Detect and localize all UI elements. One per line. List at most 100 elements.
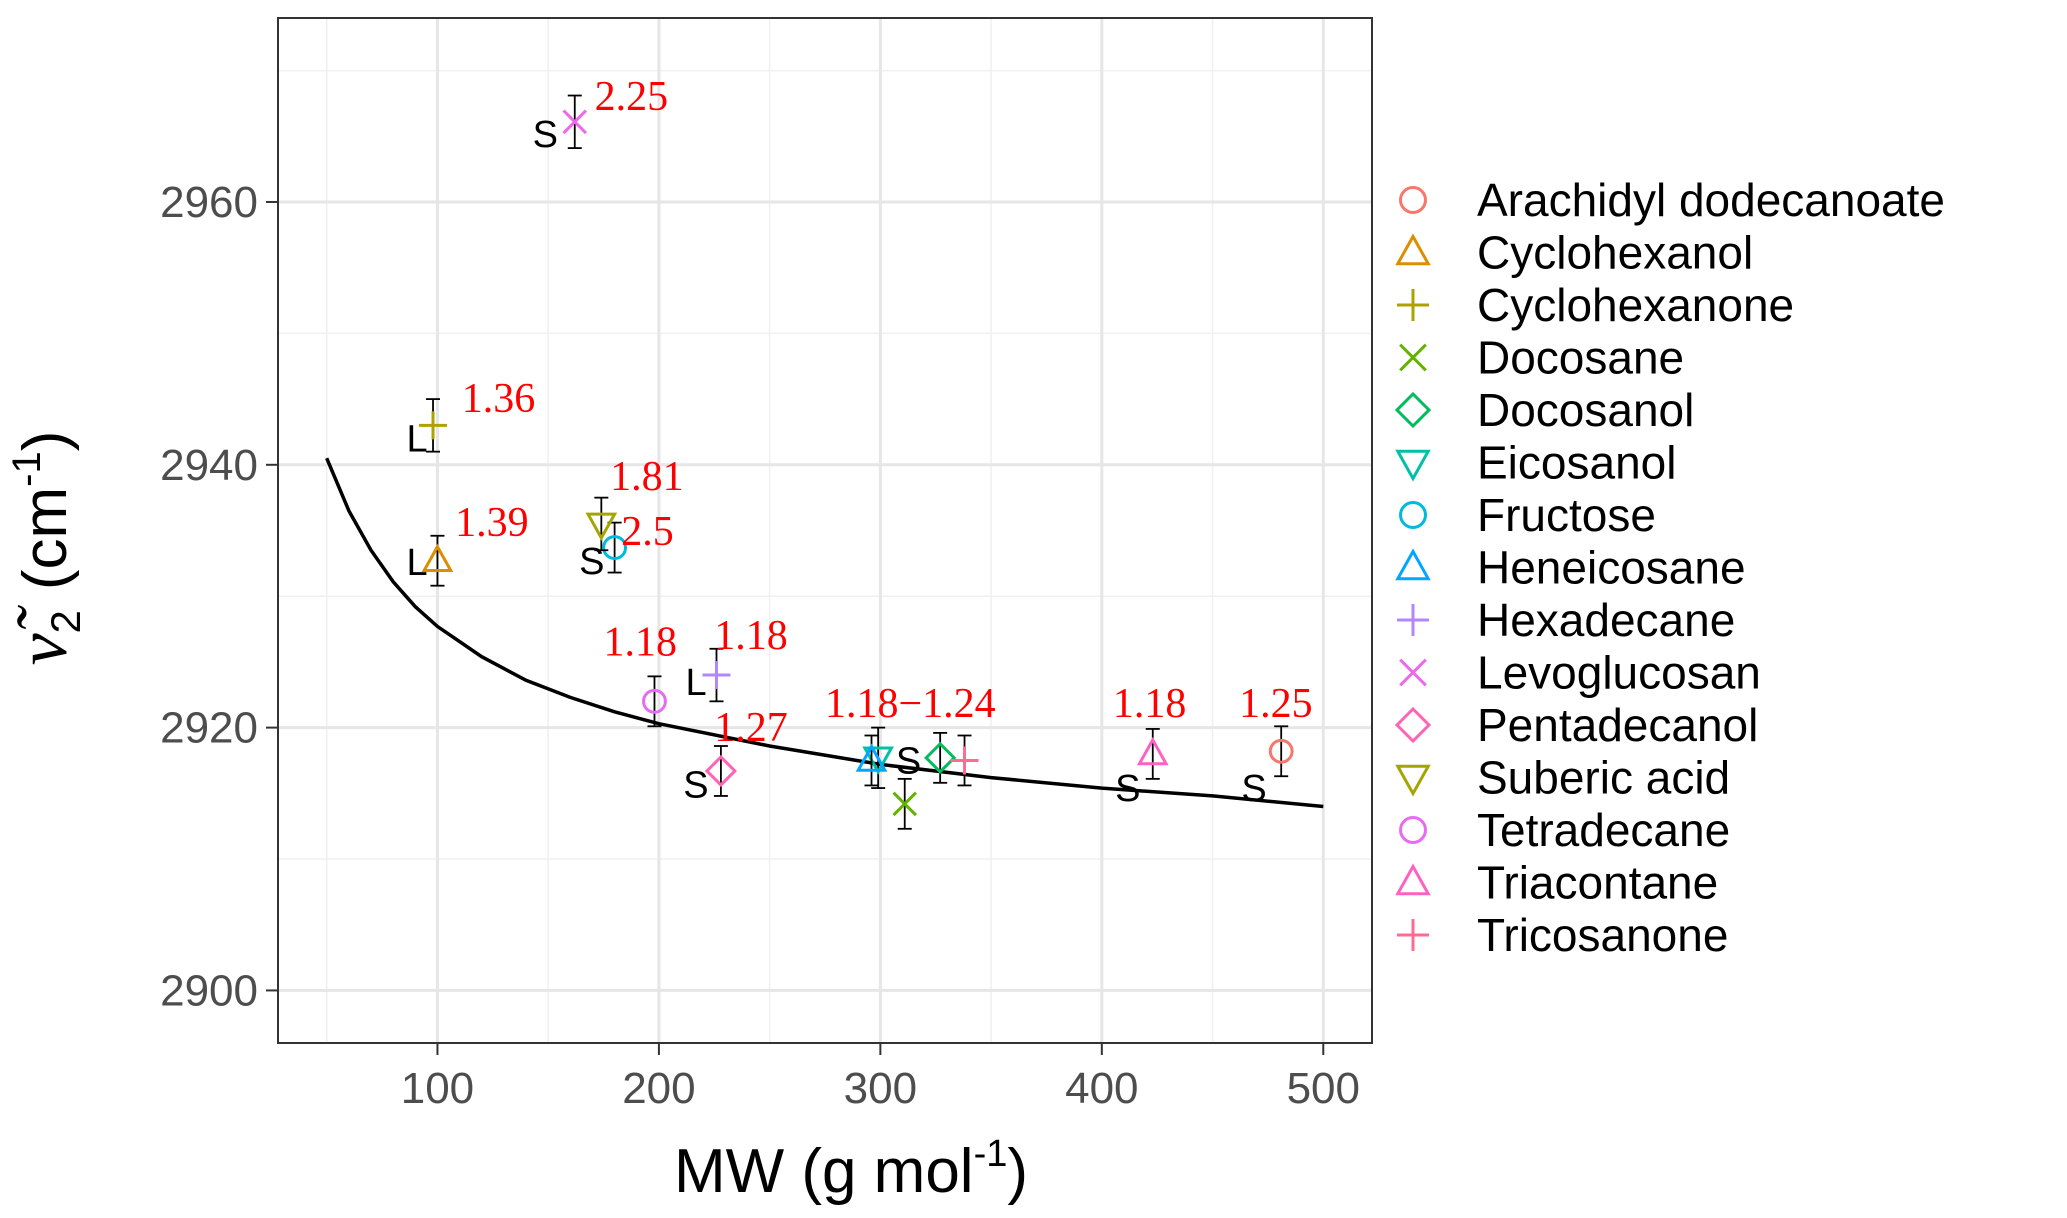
data-point (642, 688, 667, 714)
y-axis-ticks: 2900 2920 2940 2960 (160, 178, 278, 1015)
marker-circle (1399, 501, 1427, 529)
x-tick-label: 400 (1065, 1064, 1138, 1113)
legend-label: Eicosanol (1477, 437, 1676, 489)
marker-cross-b (562, 109, 588, 135)
phase-label: S (896, 741, 921, 783)
marker-circle (1268, 738, 1294, 764)
legend-item: Heneicosane (1395, 542, 1746, 594)
grid-major (278, 18, 1372, 1043)
marker-triangle-down (1395, 449, 1431, 482)
marker-cross-b (1399, 658, 1427, 687)
fit-curve (325, 457, 1324, 809)
legend-key (1399, 816, 1427, 844)
data-points (419, 94, 1294, 830)
marker-triangle-down (585, 512, 618, 542)
legend-key (1397, 289, 1429, 321)
legend-item: Levoglucosan (1399, 647, 1761, 699)
legend-key (1395, 764, 1431, 797)
fit-curve-group (325, 457, 1324, 809)
marker-triangle-up (1395, 863, 1431, 896)
error-bar (607, 521, 622, 574)
phase-label: S (579, 541, 604, 583)
legend-label: Triacontane (1477, 857, 1718, 909)
legend-label: Heneicosane (1477, 542, 1746, 594)
marker-diamond (1394, 706, 1432, 744)
marker-triangle-up (1395, 233, 1431, 266)
marker-diamond (704, 754, 738, 788)
marker-diamond (1394, 391, 1432, 429)
y-tick-label: 2960 (160, 178, 258, 227)
legend-key (1399, 343, 1427, 372)
legend-label: Suberic acid (1477, 752, 1730, 804)
marker-circle (1399, 186, 1427, 214)
error-bar (933, 731, 948, 784)
marker-circle (642, 688, 667, 714)
data-point (924, 741, 957, 774)
legend-key (1399, 658, 1427, 687)
y-tick-label: 2940 (160, 441, 258, 490)
phase-label: L (406, 419, 427, 461)
legend-item: Pentadecanol (1394, 699, 1758, 751)
legend-label: Hexadecane (1477, 594, 1735, 646)
ratio-label: 1.18 (604, 619, 678, 665)
legend-item: Tricosanone (1397, 909, 1728, 961)
legend-item: Cyclohexanone (1397, 279, 1794, 331)
y-axis-title: ν̃2(cm-1) (2, 431, 89, 666)
legend-item: Cyclohexanol (1395, 227, 1753, 279)
ratio-label: 1.25 (1239, 681, 1313, 727)
x-tick-label: 500 (1287, 1064, 1360, 1113)
marker-triangle-up (1136, 736, 1169, 766)
ratio-label: 1.18−1.24 (825, 681, 996, 727)
legend-key (1395, 863, 1431, 896)
phase-label: L (406, 542, 427, 584)
ratio-label: 1.36 (462, 376, 535, 422)
legend-item: Arachidyl dodecanoate (1399, 174, 1945, 226)
marker-triangle-up (855, 743, 888, 772)
data-point (855, 743, 888, 772)
marker-circle (1399, 816, 1427, 844)
data-point (1268, 738, 1294, 764)
x-tick-label: 200 (622, 1064, 695, 1113)
data-point (562, 109, 588, 135)
marker-cross-b (892, 791, 917, 817)
x-axis-title: MW (g mol-1) (674, 1133, 1028, 1206)
error-bar (1145, 728, 1160, 780)
ratio-label: 2.25 (595, 74, 669, 120)
ratio-label: 1.27 (714, 705, 788, 751)
data-point (602, 535, 628, 561)
legend-item: Fructose (1399, 489, 1656, 541)
legend-key (1399, 501, 1427, 529)
plot-panel-border (277, 17, 1373, 1044)
error-bar (594, 496, 609, 552)
x-axis-ticks: 100 200 300 400 500 (401, 1043, 1360, 1113)
data-point (892, 791, 917, 817)
marker-triangle-up (421, 543, 454, 573)
legend-label: Fructose (1477, 489, 1656, 541)
marker-cross-b (1399, 343, 1427, 372)
legend-item: Docosanol (1394, 384, 1694, 436)
ratio-label: 2.5 (621, 509, 674, 555)
legend-key (1397, 604, 1429, 636)
legend-key (1395, 548, 1431, 581)
legend-key (1394, 706, 1432, 744)
data-point (1136, 736, 1169, 766)
marker-triangle-up (1395, 548, 1431, 581)
ratio-label: 1.81 (610, 454, 684, 500)
legend-key (1395, 449, 1431, 482)
legend-key (1397, 919, 1429, 951)
marker-triangle-down (1395, 764, 1431, 797)
phase-label: L (685, 662, 706, 704)
legend-key (1399, 186, 1427, 214)
ratio-label: 1.39 (455, 500, 529, 546)
phase-label: S (1241, 768, 1266, 810)
grid-minor (278, 18, 1372, 1043)
ratio-label: 1.18 (714, 613, 788, 659)
legend-label: Tetradecane (1477, 804, 1730, 856)
legend-key (1394, 391, 1432, 429)
legend-label: Docosane (1477, 332, 1684, 384)
data-point (585, 512, 618, 542)
data-point (704, 754, 738, 788)
x-tick-label: 100 (401, 1064, 474, 1113)
legend-label: Pentadecanol (1477, 699, 1758, 751)
